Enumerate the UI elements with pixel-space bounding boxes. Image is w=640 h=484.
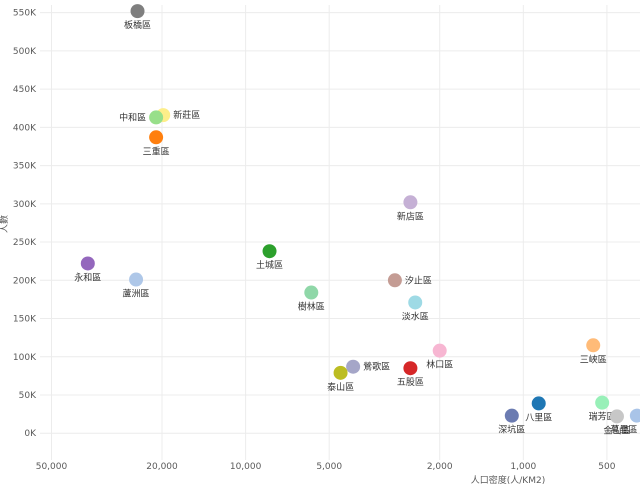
point-label: 中和區 (119, 111, 146, 123)
x-tick-label: 1,000 (510, 462, 536, 472)
point-marker[interactable] (586, 338, 601, 353)
point-marker[interactable] (149, 130, 164, 145)
data-point[interactable]: 蘆洲區 (123, 272, 150, 300)
data-point[interactable]: 新店區 (397, 195, 424, 222)
x-tick-label: 500 (598, 462, 615, 472)
point-marker[interactable] (403, 361, 418, 376)
point-marker[interactable] (130, 4, 145, 19)
point-label: 三重區 (143, 145, 170, 157)
point-label: 板橋區 (124, 19, 151, 31)
y-tick-label: 50K (19, 391, 37, 401)
y-tick-label: 350K (13, 162, 37, 172)
x-tick-label: 50,000 (36, 462, 68, 472)
point-marker[interactable] (304, 285, 319, 300)
point-marker[interactable] (129, 272, 144, 287)
data-point[interactable]: 中和區 (119, 110, 164, 125)
point-label: 五股區 (397, 377, 424, 388)
y-tick-label: 400K (13, 123, 37, 133)
data-point[interactable]: 瑞芳區 (589, 395, 616, 423)
point-label: 萬里區 (610, 424, 637, 436)
point-marker[interactable] (504, 408, 519, 423)
data-point[interactable]: 三重區 (143, 130, 170, 157)
point-label: 金山區 (603, 424, 630, 436)
x-tick-label: 5,000 (316, 462, 342, 472)
y-tick-label: 250K (13, 238, 37, 248)
point-marker[interactable] (333, 365, 348, 380)
data-point[interactable]: 金山區 (603, 409, 630, 436)
x-tick-label: 20,000 (146, 462, 178, 472)
data-point[interactable]: 林口區 (426, 343, 453, 371)
point-marker[interactable] (629, 408, 640, 423)
data-point[interactable]: 萬里區 (610, 408, 640, 436)
data-point[interactable]: 深坑區 (498, 408, 525, 436)
y-tick-label: 200K (13, 276, 37, 286)
point-marker[interactable] (432, 343, 447, 358)
point-label: 三峽區 (580, 353, 607, 365)
point-label: 新莊區 (173, 109, 200, 121)
data-point[interactable]: 八里區 (525, 396, 552, 423)
data-point[interactable]: 樹林區 (298, 285, 325, 313)
point-marker[interactable] (149, 110, 164, 125)
data-point[interactable]: 泰山區 (327, 365, 354, 393)
y-axis-ticks: 0K 50K 100K 150K 200K 250K 300K 350K 400K 450K 500… (13, 9, 37, 440)
x-tick-label: 10,000 (230, 462, 262, 472)
y-tick-label: 450K (13, 85, 37, 95)
point-marker[interactable] (609, 409, 624, 424)
y-axis-title: 人數 (0, 215, 10, 233)
data-point[interactable]: 淡水區 (402, 295, 429, 322)
point-label: 土城區 (256, 259, 283, 271)
y-tick-label: 0K (24, 429, 37, 439)
y-tick-label: 300K (13, 200, 37, 210)
x-axis-ticks: 50,000 20,000 10,000 5,000 2,000 1,000 500 (36, 462, 616, 472)
point-label: 瑞芳區 (589, 411, 616, 423)
point-marker[interactable] (80, 256, 95, 271)
point-marker[interactable] (387, 273, 402, 288)
y-tick-label: 100K (13, 353, 37, 363)
point-marker[interactable] (346, 359, 361, 374)
data-point[interactable]: 鶯歌區 (346, 359, 390, 374)
data-point[interactable]: 板橋區 (124, 4, 151, 31)
y-tick-label: 550K (13, 9, 37, 19)
x-tick-label: 2,000 (427, 462, 453, 472)
point-label: 新店區 (397, 210, 424, 222)
point-label: 淡水區 (402, 310, 429, 322)
x-axis-title: 人口密度(人/KM2) (471, 474, 545, 484)
y-tick-label: 150K (13, 315, 37, 325)
point-label: 泰山區 (327, 381, 354, 393)
point-label: 蘆洲區 (123, 288, 150, 300)
point-marker[interactable] (595, 395, 610, 410)
point-label: 汐止區 (405, 274, 432, 286)
point-label: 深坑區 (498, 424, 525, 436)
data-point[interactable]: 三峽區 (580, 338, 607, 365)
point-label: 林口區 (426, 359, 453, 371)
point-label: 永和區 (74, 271, 101, 283)
data-point[interactable]: 汐止區 (387, 273, 432, 288)
data-point[interactable]: 新莊區 (156, 108, 200, 123)
y-tick-label: 500K (13, 47, 37, 57)
data-point[interactable]: 五股區 (397, 361, 424, 388)
point-label: 樹林區 (298, 301, 325, 313)
point-marker[interactable] (531, 396, 546, 411)
point-label: 八里區 (525, 412, 552, 423)
data-point[interactable]: 土城區 (256, 244, 283, 271)
point-marker[interactable] (262, 244, 277, 259)
point-marker[interactable] (403, 195, 418, 210)
point-label: 鶯歌區 (363, 361, 390, 373)
point-marker[interactable] (408, 295, 423, 310)
data-point[interactable]: 永和區 (74, 256, 101, 283)
